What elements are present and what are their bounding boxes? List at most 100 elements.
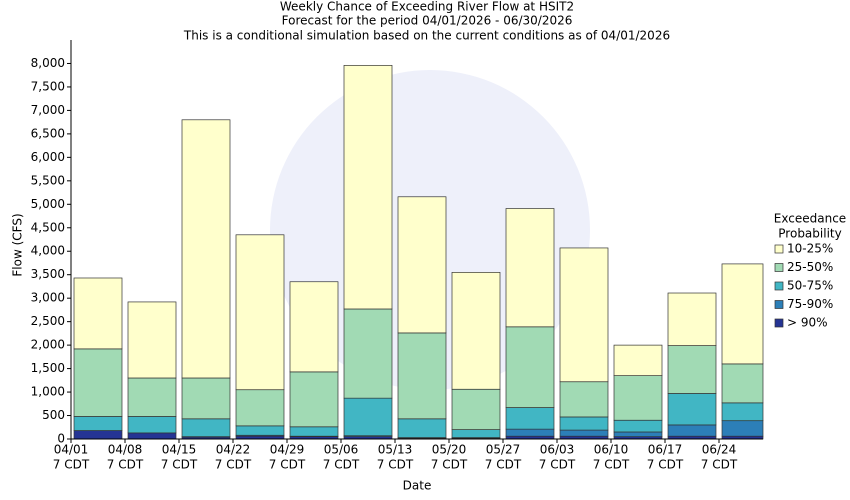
legend-title: Probability xyxy=(778,227,841,241)
bar-segment xyxy=(721,363,764,404)
bar-segment xyxy=(505,407,555,430)
bar-segment xyxy=(235,234,285,391)
bar-segment xyxy=(343,64,393,310)
x-tick-sublabel: 7 CDT xyxy=(377,458,414,472)
bar-segment xyxy=(505,428,555,437)
x-tick-label: 06/03 xyxy=(540,443,575,457)
bar-segment xyxy=(235,425,285,436)
bar-segment xyxy=(613,375,663,421)
bar-segment xyxy=(559,429,609,437)
x-tick-sublabel: 7 CDT xyxy=(269,458,306,472)
legend-label: 10-25% xyxy=(787,242,833,256)
bar-segment xyxy=(289,371,339,428)
legend-label: 25-50% xyxy=(787,260,833,274)
legend-swatch xyxy=(774,318,784,328)
legend-label: > 90% xyxy=(787,316,828,330)
bar-segment xyxy=(343,397,393,437)
x-axis-label: Date xyxy=(403,479,432,493)
bar-segment xyxy=(127,301,177,379)
bar-segment xyxy=(451,429,501,438)
legend-label: 75-90% xyxy=(787,297,833,311)
bar-segment xyxy=(397,418,447,438)
x-tick-label: 05/13 xyxy=(378,443,413,457)
chart-subtitle: Forecast for the period 04/01/2026 - 06/… xyxy=(282,14,573,28)
bar-segment xyxy=(451,388,501,430)
y-tick-label: 6,500 xyxy=(31,126,65,140)
x-tick-label: 06/24 xyxy=(702,443,737,457)
y-tick-label: 4,500 xyxy=(31,220,65,234)
x-tick-sublabel: 7 CDT xyxy=(539,458,576,472)
y-tick-label: 7,500 xyxy=(31,79,65,93)
bar-segment xyxy=(73,430,123,440)
x-tick-sublabel: 7 CDT xyxy=(107,458,144,472)
bar-segment xyxy=(181,418,231,438)
x-tick-label: 04/29 xyxy=(270,443,305,457)
y-tick-label: 1,000 xyxy=(31,385,65,399)
bar-segment xyxy=(721,420,764,437)
bar-segment xyxy=(667,345,717,394)
bar-segment xyxy=(667,424,717,437)
bar-segment xyxy=(397,332,447,420)
y-tick-label: 5,500 xyxy=(31,173,65,187)
x-tick-sublabel: 7 CDT xyxy=(161,458,198,472)
x-tick-sublabel: 7 CDT xyxy=(593,458,630,472)
bar-segment xyxy=(613,419,663,433)
y-tick-label: 2,000 xyxy=(31,338,65,352)
bar-segment xyxy=(667,292,717,346)
x-tick-label: 04/01 xyxy=(54,443,89,457)
bar-segment xyxy=(127,432,177,440)
bar-segment xyxy=(235,389,285,427)
bar-segment xyxy=(451,272,501,390)
y-tick-label: 0 xyxy=(57,432,65,446)
bar-segment xyxy=(73,277,123,350)
x-tick-label: 05/06 xyxy=(324,443,359,457)
legend-swatch xyxy=(774,300,784,309)
legend-title: Exceedance xyxy=(774,212,846,226)
bar-segment xyxy=(181,377,231,420)
y-tick-label: 4,000 xyxy=(31,244,65,258)
y-tick-label: 5,000 xyxy=(31,197,65,211)
bar-segment xyxy=(289,426,339,437)
x-tick-sublabel: 7 CDT xyxy=(431,458,468,472)
legend-swatch xyxy=(774,281,784,291)
x-tick-sublabel: 7 CDT xyxy=(215,458,252,472)
x-tick-sublabel: 7 CDT xyxy=(53,458,90,472)
bar-segment xyxy=(505,208,555,328)
y-tick-label: 6,000 xyxy=(31,150,65,164)
x-tick-label: 06/17 xyxy=(648,443,683,457)
bar-segment xyxy=(667,393,717,426)
bar-segment xyxy=(559,247,609,383)
x-tick-label: 06/10 xyxy=(594,443,629,457)
legend-swatch xyxy=(774,263,784,272)
legend-swatch xyxy=(774,244,784,254)
x-tick-sublabel: 7 CDT xyxy=(701,458,738,472)
y-axis-label: Flow (CFS) xyxy=(11,213,25,276)
bar-segment xyxy=(505,326,555,408)
bar-segment xyxy=(73,416,123,431)
y-tick-label: 3,000 xyxy=(31,291,65,305)
legend-label: 50-75% xyxy=(787,279,833,293)
bar-segment xyxy=(73,348,123,417)
chart-title: Weekly Chance of Exceeding River Flow at… xyxy=(280,0,574,14)
x-tick-label: 04/15 xyxy=(162,443,197,457)
chart-subtitle: This is a conditional simulation based o… xyxy=(183,29,670,43)
bar-segment xyxy=(181,119,231,379)
bar-segment xyxy=(559,381,609,418)
bar-segment xyxy=(721,402,764,422)
x-tick-label: 04/08 xyxy=(108,443,143,457)
bar-segment xyxy=(721,263,764,365)
bar-segment xyxy=(559,416,609,431)
x-tick-label: 05/20 xyxy=(432,443,467,457)
bar-segment xyxy=(397,196,447,334)
bar-segment xyxy=(613,431,663,438)
bar-segment xyxy=(127,377,177,417)
y-tick-label: 8,000 xyxy=(31,56,65,70)
y-tick-label: 2,500 xyxy=(31,314,65,328)
x-tick-label: 05/27 xyxy=(486,443,521,457)
y-tick-label: 7,000 xyxy=(31,103,65,117)
y-tick-label: 1,500 xyxy=(31,361,65,375)
bar-segment xyxy=(613,344,663,376)
x-tick-sublabel: 7 CDT xyxy=(323,458,360,472)
x-tick-sublabel: 7 CDT xyxy=(647,458,684,472)
